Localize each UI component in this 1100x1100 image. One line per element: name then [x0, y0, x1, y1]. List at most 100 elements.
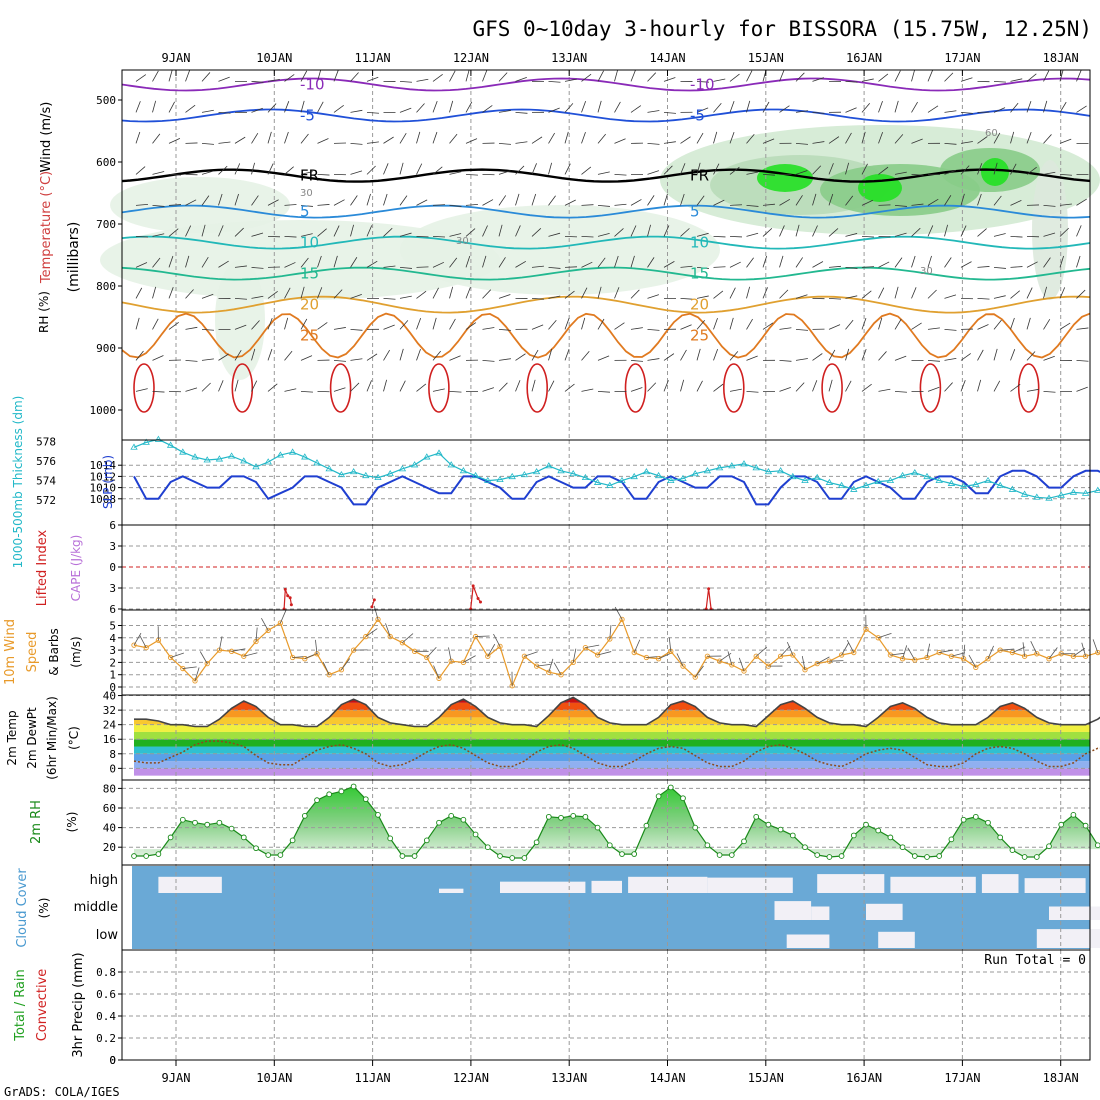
wind-speed-point — [594, 652, 601, 658]
thickness-marker — [654, 471, 663, 479]
wind-barb — [135, 317, 140, 330]
cloud-clear-patch — [866, 903, 903, 920]
wind-barb-10m — [231, 648, 246, 652]
date-label-top: 16JAN — [846, 51, 882, 65]
wind-barb — [135, 204, 148, 206]
cloud-clear-patch — [158, 876, 222, 893]
wind-barb — [993, 81, 1007, 83]
wind-barb — [201, 143, 214, 145]
date-label-bottom: 12JAN — [453, 1071, 489, 1085]
wind-barb — [746, 257, 754, 268]
wind-barb-10m — [280, 610, 287, 624]
panel-y-label: (millibars) — [66, 222, 82, 293]
wind-barb — [779, 105, 790, 113]
y-tick-label: 16 — [103, 733, 116, 746]
wind-barb — [779, 387, 791, 392]
wind-barb — [251, 195, 259, 206]
wind-barb — [449, 133, 458, 144]
isotherm-label: -10 — [690, 76, 715, 94]
wind-barb — [317, 174, 330, 176]
run-total-label: Run Total = 0 — [984, 953, 1086, 968]
wind-barb — [663, 225, 670, 237]
wind-barb — [960, 353, 971, 361]
wind-barb — [960, 165, 970, 175]
wind-barb — [597, 318, 605, 330]
axes-layer — [118, 69, 1091, 1066]
wind-barb — [1076, 360, 1089, 362]
wind-barb — [993, 267, 1006, 269]
wind-barb — [713, 103, 722, 113]
wind-barb — [927, 198, 939, 206]
y-tick-label: 3 — [109, 540, 116, 553]
wind-barb — [597, 355, 610, 361]
wind-barb — [746, 100, 751, 113]
wind-barb — [234, 265, 247, 268]
wind-speed-point — [619, 616, 625, 622]
isotherm-15 — [121, 266, 1091, 281]
wind-barb — [218, 380, 224, 392]
wind-barb — [1010, 102, 1019, 113]
wind-barb — [581, 287, 588, 299]
rh-point — [692, 824, 699, 831]
wind-barb — [350, 224, 354, 237]
y-tick-label: 500 — [96, 94, 116, 107]
wind-barb — [449, 171, 462, 175]
wind-barb — [614, 228, 624, 237]
wind-barb — [1026, 261, 1038, 268]
wind-barb — [482, 225, 488, 237]
thickness-marker — [898, 471, 907, 479]
wind-barb — [531, 193, 537, 206]
wind-barb — [564, 103, 574, 113]
wind-speed-point — [655, 656, 662, 662]
thickness-marker — [276, 451, 285, 458]
wind-barb — [894, 355, 907, 361]
wind-barb — [696, 267, 709, 269]
rh-point — [911, 853, 918, 859]
wind-barb-10m — [738, 657, 745, 672]
wind-barb — [680, 349, 687, 361]
wind-barb — [135, 287, 143, 299]
wind-barb — [399, 81, 412, 83]
wind-barb — [284, 350, 293, 361]
wind-barb-10m — [1000, 648, 1015, 651]
wind-barb — [564, 290, 575, 299]
wind-barb — [894, 232, 907, 237]
wind-barb — [383, 136, 394, 144]
wind-barb — [845, 162, 850, 175]
wind-barb — [647, 224, 651, 237]
wind-barb — [729, 261, 741, 268]
rh-point — [167, 834, 174, 841]
wind-barb — [201, 72, 211, 82]
wind-barb — [201, 195, 210, 206]
rh-point — [253, 845, 259, 852]
wind-speed-point — [460, 659, 467, 666]
wind-speed-point — [814, 660, 820, 667]
wind-barb — [977, 266, 990, 268]
wind-barb — [432, 101, 438, 113]
rh-point — [387, 835, 394, 842]
wind-barb — [383, 265, 396, 268]
wind-barb — [861, 236, 875, 238]
date-label-top: 10JAN — [256, 51, 292, 65]
date-label-top: 17JAN — [944, 51, 980, 65]
panel-frame — [121, 949, 1091, 1061]
thickness-marker — [642, 468, 651, 475]
y-tick-label: 0 — [109, 681, 116, 694]
wind-barb-10m — [1012, 646, 1026, 653]
rh-point — [375, 812, 381, 818]
y-tick-label: 6 — [109, 519, 116, 532]
wind-barb — [680, 265, 693, 268]
wind-barb — [878, 261, 890, 268]
wind-barb — [977, 324, 989, 330]
cloud-clear-patch — [878, 931, 915, 948]
thickness-marker — [142, 438, 150, 445]
wind-barb — [432, 261, 445, 268]
wind-barb — [482, 255, 487, 268]
wind-barb-10m — [133, 632, 142, 646]
isotherm-label: 20 — [690, 296, 709, 314]
wind-speed-point — [924, 654, 930, 661]
date-label-bottom: 13JAN — [551, 1071, 587, 1085]
wind-barb-10m — [780, 645, 791, 657]
wind-barb — [432, 204, 445, 206]
wind-barb — [284, 131, 289, 144]
